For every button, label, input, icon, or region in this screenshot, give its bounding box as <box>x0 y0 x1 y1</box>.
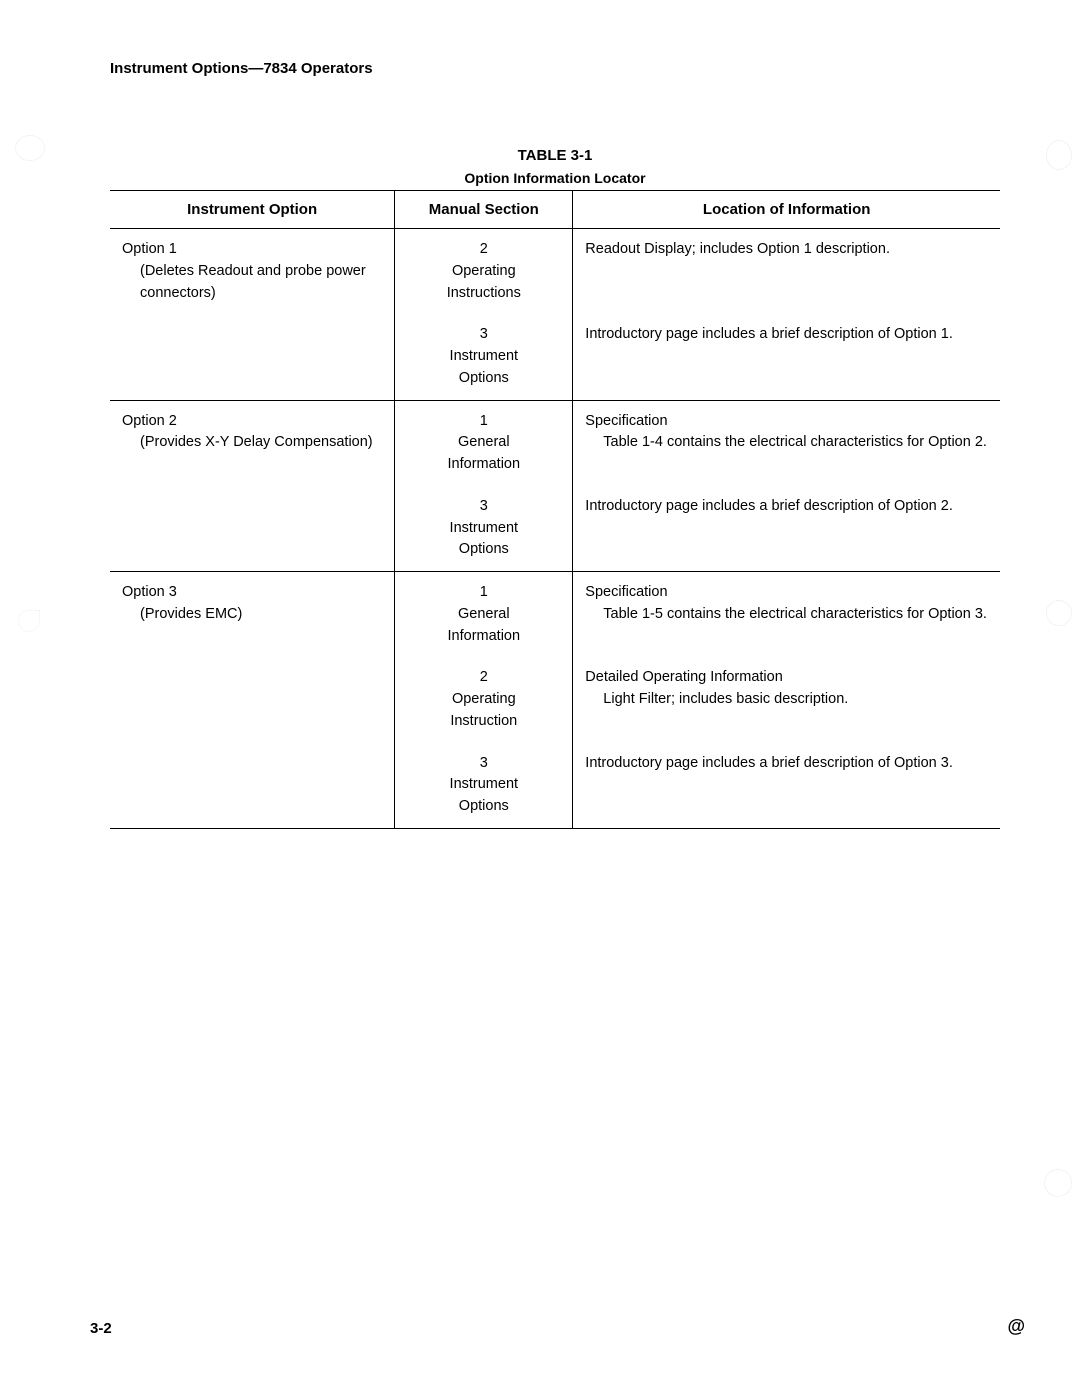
option-locator-table: Instrument Option Manual Section Locatio… <box>110 190 1000 829</box>
cell-option-empty <box>110 314 395 400</box>
table-row: 3 Instrument Options Introductory page i… <box>110 486 1000 572</box>
section-name: Options <box>459 541 509 557</box>
option-sublabel: (Provides EMC) <box>122 604 382 626</box>
column-header-section: Manual Section <box>395 191 573 229</box>
table-subtitle: Option Information Locator <box>110 170 1000 186</box>
cell-option-empty <box>110 486 395 572</box>
option-label: Option 1 <box>122 239 382 261</box>
cell-location: Detailed Operating Information Light Fil… <box>573 657 1000 742</box>
section-name: Information <box>448 628 521 644</box>
section-name: Instrument <box>450 520 519 536</box>
section-name: Instructions <box>447 285 521 301</box>
table-row: Option 1 (Deletes Readout and probe powe… <box>110 229 1000 315</box>
cell-section: 3 Instrument Options <box>395 486 573 572</box>
column-header-location: Location of Information <box>573 191 1000 229</box>
page-number: 3-2 <box>90 1320 112 1337</box>
column-header-option: Instrument Option <box>110 191 395 229</box>
scan-artifact <box>1046 600 1072 626</box>
cell-section: 3 Instrument Options <box>395 314 573 400</box>
footer-mark: @ <box>1007 1316 1025 1337</box>
cell-option: Option 2 (Provides X-Y Delay Compensatio… <box>110 400 395 486</box>
cell-location: Introductory page includes a brief descr… <box>573 743 1000 829</box>
option-sublabel: (Provides X-Y Delay Compensation) <box>122 432 382 454</box>
table-row: 2 Operating Instruction Detailed Operati… <box>110 657 1000 742</box>
scan-artifact <box>1046 140 1072 170</box>
section-number: 1 <box>480 413 488 429</box>
cell-section: 1 General Information <box>395 400 573 486</box>
section-number: 2 <box>480 669 488 685</box>
section-name: General <box>458 606 510 622</box>
cell-location: Specification Table 1-4 contains the ele… <box>573 400 1000 486</box>
section-name: Instrument <box>450 348 519 364</box>
section-name: Operating <box>452 691 516 707</box>
cell-location: Specification Table 1-5 contains the ele… <box>573 572 1000 658</box>
table-header-row: Instrument Option Manual Section Locatio… <box>110 191 1000 229</box>
location-text: Specification <box>585 411 988 433</box>
location-subtext: Light Filter; includes basic description… <box>585 689 988 711</box>
location-text: Readout Display; includes Option 1 descr… <box>585 239 988 261</box>
cell-option: Option 1 (Deletes Readout and probe powe… <box>110 229 395 315</box>
section-name: Options <box>459 370 509 386</box>
location-text: Introductory page includes a brief descr… <box>585 496 988 518</box>
table-row: 3 Instrument Options Introductory page i… <box>110 743 1000 829</box>
scan-artifact <box>18 610 40 632</box>
cell-option-empty <box>110 657 395 742</box>
section-name: Operating <box>452 263 516 279</box>
scan-artifact <box>1044 1169 1072 1197</box>
location-text: Detailed Operating Information <box>585 667 988 689</box>
cell-location: Introductory page includes a brief descr… <box>573 314 1000 400</box>
section-number: 3 <box>480 498 488 514</box>
table-row: 3 Instrument Options Introductory page i… <box>110 314 1000 400</box>
option-label: Option 2 <box>122 411 382 433</box>
table-row: Option 3 (Provides EMC) 1 General Inform… <box>110 572 1000 658</box>
option-label: Option 3 <box>122 582 382 604</box>
section-name: Instrument <box>450 776 519 792</box>
section-number: 3 <box>480 326 488 342</box>
page-footer: 3-2 @ <box>90 1320 1025 1337</box>
location-text: Introductory page includes a brief descr… <box>585 324 988 346</box>
section-name: Options <box>459 798 509 814</box>
table-body: Option 1 (Deletes Readout and probe powe… <box>110 229 1000 829</box>
section-number: 2 <box>480 241 488 257</box>
section-number: 3 <box>480 755 488 771</box>
cell-location: Readout Display; includes Option 1 descr… <box>573 229 1000 315</box>
table-row: Option 2 (Provides X-Y Delay Compensatio… <box>110 400 1000 486</box>
cell-option: Option 3 (Provides EMC) <box>110 572 395 658</box>
cell-section: 3 Instrument Options <box>395 743 573 829</box>
location-text: Specification <box>585 582 988 604</box>
location-subtext: Table 1-4 contains the electrical charac… <box>585 432 988 454</box>
cell-section: 1 General Information <box>395 572 573 658</box>
location-text: Introductory page includes a brief descr… <box>585 753 988 775</box>
option-sublabel: (Deletes Readout and probe power connect… <box>122 261 382 305</box>
page-header: Instrument Options—7834 Operators <box>110 60 1000 77</box>
cell-option-empty <box>110 743 395 829</box>
table-title: TABLE 3-1 <box>110 147 1000 164</box>
cell-location: Introductory page includes a brief descr… <box>573 486 1000 572</box>
section-name: Information <box>448 456 521 472</box>
section-number: 1 <box>480 584 488 600</box>
section-name: General <box>458 434 510 450</box>
location-subtext: Table 1-5 contains the electrical charac… <box>585 604 988 626</box>
cell-section: 2 Operating Instructions <box>395 229 573 315</box>
section-name: Instruction <box>450 713 517 729</box>
scan-artifact <box>15 135 45 161</box>
cell-section: 2 Operating Instruction <box>395 657 573 742</box>
